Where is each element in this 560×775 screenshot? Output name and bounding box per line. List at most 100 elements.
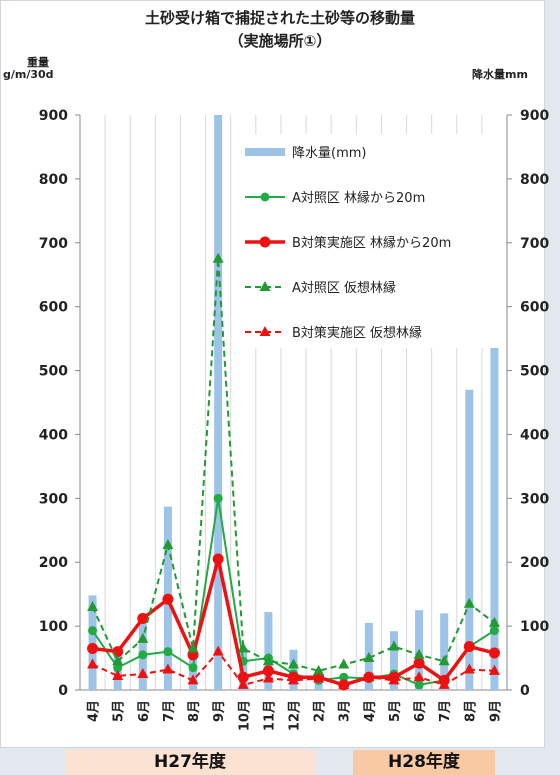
data-point	[237, 678, 249, 689]
data-point	[413, 648, 425, 659]
fiscal-year-label: H28年度	[353, 750, 495, 775]
data-point	[212, 252, 224, 263]
y-tick-label-left: 700	[39, 236, 68, 252]
data-point	[137, 632, 149, 643]
data-point	[438, 655, 450, 666]
data-point	[313, 664, 325, 675]
data-point	[162, 593, 174, 605]
data-point	[363, 671, 375, 682]
x-tick-label: 6月	[413, 700, 428, 722]
precipitation-bar	[314, 680, 323, 690]
legend-label: B対策実施区 林縁から20m	[292, 235, 451, 251]
legend-swatch	[245, 148, 285, 156]
data-point	[463, 641, 475, 653]
data-point	[388, 674, 400, 685]
data-point	[262, 665, 274, 677]
y-tick-label-right: 700	[520, 236, 549, 252]
x-tick-label: 5月	[112, 700, 127, 722]
precipitation-bar	[465, 389, 474, 690]
data-point	[488, 664, 500, 675]
fiscal-year-label: H27年度	[65, 750, 315, 775]
data-point	[188, 663, 198, 673]
data-point	[88, 626, 98, 636]
data-point	[187, 674, 199, 685]
data-point	[137, 612, 149, 624]
y-tick-label-right: 300	[520, 491, 549, 507]
data-point	[262, 655, 274, 666]
x-tick-label: 10月	[237, 700, 252, 731]
data-point	[138, 650, 148, 660]
chart-title: 土砂受け箱で捕捉された土砂等の移動量	[144, 9, 415, 27]
x-tick-label: 9月	[488, 700, 503, 722]
y-tick-label-right: 600	[520, 300, 549, 316]
x-tick-label: 4月	[363, 700, 378, 722]
x-tick-label: 12月	[288, 700, 303, 731]
data-point	[212, 645, 224, 656]
y-axis-right-label: 降水量mm	[472, 68, 528, 81]
data-point	[113, 663, 123, 673]
x-tick-label: 11月	[262, 700, 277, 731]
y-tick-label-left: 900	[39, 108, 68, 124]
y-tick-label-right: 500	[520, 364, 549, 380]
data-point	[488, 647, 500, 659]
data-point	[489, 626, 499, 636]
y-tick-label-left: 600	[39, 300, 68, 316]
data-point	[413, 657, 425, 669]
data-point	[339, 672, 349, 682]
y-axis-left-label: 重量	[27, 56, 49, 69]
x-tick-label: 7月	[438, 700, 453, 722]
precipitation-bar	[389, 631, 398, 690]
data-point	[338, 678, 350, 689]
precipitation-bar	[214, 115, 223, 690]
legend-marker	[259, 281, 271, 291]
data-point	[237, 642, 249, 653]
series-line	[92, 650, 495, 687]
y-tick-label-right: 200	[520, 555, 549, 571]
precipitation-bar	[490, 274, 499, 690]
fiscal-year-bar: H27年度 H28年度	[0, 750, 560, 775]
legend-label: A対照区 仮想林縁	[292, 280, 396, 296]
data-point	[262, 672, 274, 683]
legend-label: A対照区 林縁から20m	[292, 190, 425, 206]
legend-label: 降水量(mm)	[292, 146, 366, 161]
y-tick-label-left: 400	[39, 427, 68, 443]
y-tick-label-left: 0	[58, 683, 68, 699]
data-point	[463, 663, 475, 674]
y-tick-label-right: 900	[520, 108, 549, 124]
data-point	[413, 671, 425, 682]
chart-plot: 0 0 100 100 200 200 300 300 400 400 500 500 600 600 70…	[39, 108, 550, 731]
data-point	[212, 553, 224, 565]
data-point	[112, 655, 124, 666]
data-point	[163, 647, 173, 657]
chart-subtitle: （実施場所①）	[228, 32, 332, 50]
data-point	[363, 652, 375, 663]
data-point	[488, 616, 500, 627]
data-point	[338, 658, 350, 669]
data-point	[87, 642, 99, 654]
y-tick-label-left: 500	[39, 364, 68, 380]
y-tick-label-left: 200	[39, 555, 68, 571]
x-tick-label: 5月	[388, 700, 403, 722]
y-tick-label-right: 0	[520, 683, 530, 699]
x-tick-label: 7月	[162, 700, 177, 722]
legend-marker	[259, 236, 271, 248]
y-tick-label-left: 300	[39, 491, 68, 507]
x-tick-label: 9月	[212, 700, 227, 722]
precipitation-bar	[264, 612, 273, 690]
legend-label: B対策実施区 仮想林縁	[292, 325, 422, 341]
y-tick-label-right: 100	[520, 619, 549, 635]
data-point	[187, 642, 199, 653]
y-tick-label-right: 400	[520, 427, 549, 443]
legend-marker	[260, 192, 270, 202]
data-point	[388, 640, 400, 651]
legend-marker	[259, 326, 271, 336]
data-point	[87, 658, 99, 669]
data-point	[414, 680, 424, 690]
data-point	[313, 672, 325, 683]
x-tick-label: 8月	[463, 700, 478, 722]
data-point	[87, 600, 99, 611]
data-point	[213, 493, 223, 503]
x-tick-label: 6月	[137, 700, 152, 722]
data-point	[137, 668, 149, 679]
data-point	[438, 678, 450, 689]
